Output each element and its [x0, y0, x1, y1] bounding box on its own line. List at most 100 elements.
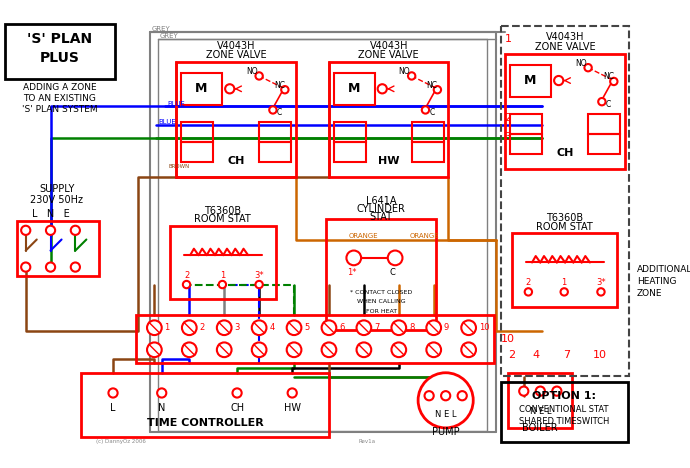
Circle shape — [287, 343, 302, 357]
Text: T6360B: T6360B — [546, 213, 583, 223]
Circle shape — [269, 106, 277, 114]
Text: 10: 10 — [479, 323, 489, 332]
Bar — [326, 219, 437, 329]
Circle shape — [391, 343, 406, 357]
Bar — [588, 114, 620, 134]
Bar — [501, 382, 628, 442]
Text: M: M — [348, 82, 360, 95]
Text: ZONE VALVE: ZONE VALVE — [206, 50, 266, 60]
Bar — [588, 134, 620, 154]
Text: 'S' PLAN: 'S' PLAN — [27, 32, 92, 46]
Text: ZONE VALVE: ZONE VALVE — [535, 42, 595, 51]
Text: 6: 6 — [339, 323, 344, 332]
Circle shape — [252, 343, 266, 357]
Circle shape — [287, 321, 302, 335]
Circle shape — [552, 387, 562, 396]
Text: T6360B: T6360B — [204, 206, 241, 216]
Text: GREY: GREY — [160, 33, 179, 39]
Text: NO: NO — [399, 67, 410, 76]
Text: NC: NC — [426, 80, 437, 90]
Bar — [136, 315, 494, 363]
Text: BROWN: BROWN — [168, 163, 190, 168]
Circle shape — [535, 387, 545, 396]
Text: 9: 9 — [444, 323, 449, 332]
Text: L641A: L641A — [366, 196, 397, 206]
Circle shape — [46, 226, 55, 235]
Text: WHEN CALLING: WHEN CALLING — [357, 300, 406, 305]
Text: C: C — [389, 268, 395, 277]
Circle shape — [219, 281, 226, 288]
Text: V4043H: V4043H — [546, 32, 584, 43]
Circle shape — [288, 388, 297, 397]
Circle shape — [255, 72, 263, 80]
Text: 1: 1 — [504, 34, 512, 44]
Text: 'S' PLAN SYSTEM: 'S' PLAN SYSTEM — [22, 105, 97, 115]
Text: 7: 7 — [564, 350, 571, 360]
Bar — [412, 142, 444, 162]
Circle shape — [157, 388, 166, 397]
Text: PLUS: PLUS — [40, 51, 79, 65]
Bar — [501, 26, 629, 375]
Circle shape — [434, 86, 441, 94]
Text: ZONE VALVE: ZONE VALVE — [358, 50, 419, 60]
Text: 3*: 3* — [255, 271, 264, 280]
Text: HW: HW — [378, 156, 400, 167]
Bar — [505, 54, 625, 169]
Circle shape — [560, 288, 568, 296]
Bar — [512, 233, 618, 307]
Text: NC: NC — [274, 80, 285, 90]
Text: NO: NO — [575, 58, 586, 67]
Bar — [412, 122, 444, 142]
Text: N E L: N E L — [435, 410, 456, 418]
Circle shape — [346, 250, 361, 265]
Circle shape — [21, 263, 30, 272]
Text: ROOM STAT: ROOM STAT — [194, 214, 250, 224]
Circle shape — [418, 373, 473, 428]
Text: ADDING A ZONE: ADDING A ZONE — [23, 83, 97, 92]
Circle shape — [147, 343, 161, 357]
Text: GREY: GREY — [152, 26, 170, 32]
Text: 2: 2 — [526, 278, 531, 287]
Text: CONVENTIONAL STAT: CONVENTIONAL STAT — [520, 405, 609, 414]
Circle shape — [391, 321, 406, 335]
Text: 4: 4 — [269, 323, 275, 332]
Circle shape — [424, 391, 434, 400]
Text: 7: 7 — [374, 323, 380, 332]
Circle shape — [255, 281, 263, 288]
Text: CH: CH — [228, 156, 245, 167]
Circle shape — [357, 321, 371, 335]
Circle shape — [519, 387, 529, 396]
Text: L   N   E: L N E — [32, 209, 70, 219]
Text: ZONE: ZONE — [637, 289, 662, 298]
Circle shape — [357, 343, 371, 357]
Text: PUMP: PUMP — [432, 427, 460, 438]
Text: 4: 4 — [532, 350, 540, 360]
Circle shape — [422, 106, 429, 114]
Text: 2: 2 — [184, 271, 189, 280]
Text: BOILER: BOILER — [522, 423, 558, 433]
Text: 2: 2 — [504, 113, 512, 123]
Circle shape — [71, 226, 80, 235]
Text: ORANGE: ORANGE — [410, 233, 440, 239]
Circle shape — [282, 86, 288, 94]
Bar — [181, 142, 213, 162]
Text: C: C — [606, 100, 611, 109]
Bar — [510, 65, 551, 97]
Circle shape — [441, 391, 451, 400]
Circle shape — [377, 84, 387, 94]
Text: 2: 2 — [509, 350, 515, 360]
Text: ADDITIONAL: ADDITIONAL — [637, 265, 690, 274]
Text: 3: 3 — [504, 132, 512, 142]
Circle shape — [322, 343, 336, 357]
Text: HEATING: HEATING — [637, 277, 676, 286]
Text: BLUE: BLUE — [167, 101, 185, 107]
Circle shape — [610, 78, 618, 85]
Text: BLUE: BLUE — [158, 119, 176, 125]
Bar — [333, 73, 375, 105]
Text: C: C — [429, 108, 435, 117]
Circle shape — [147, 321, 161, 335]
Bar — [17, 221, 99, 276]
Circle shape — [182, 321, 197, 335]
Text: CH: CH — [556, 148, 574, 158]
Circle shape — [217, 343, 232, 357]
